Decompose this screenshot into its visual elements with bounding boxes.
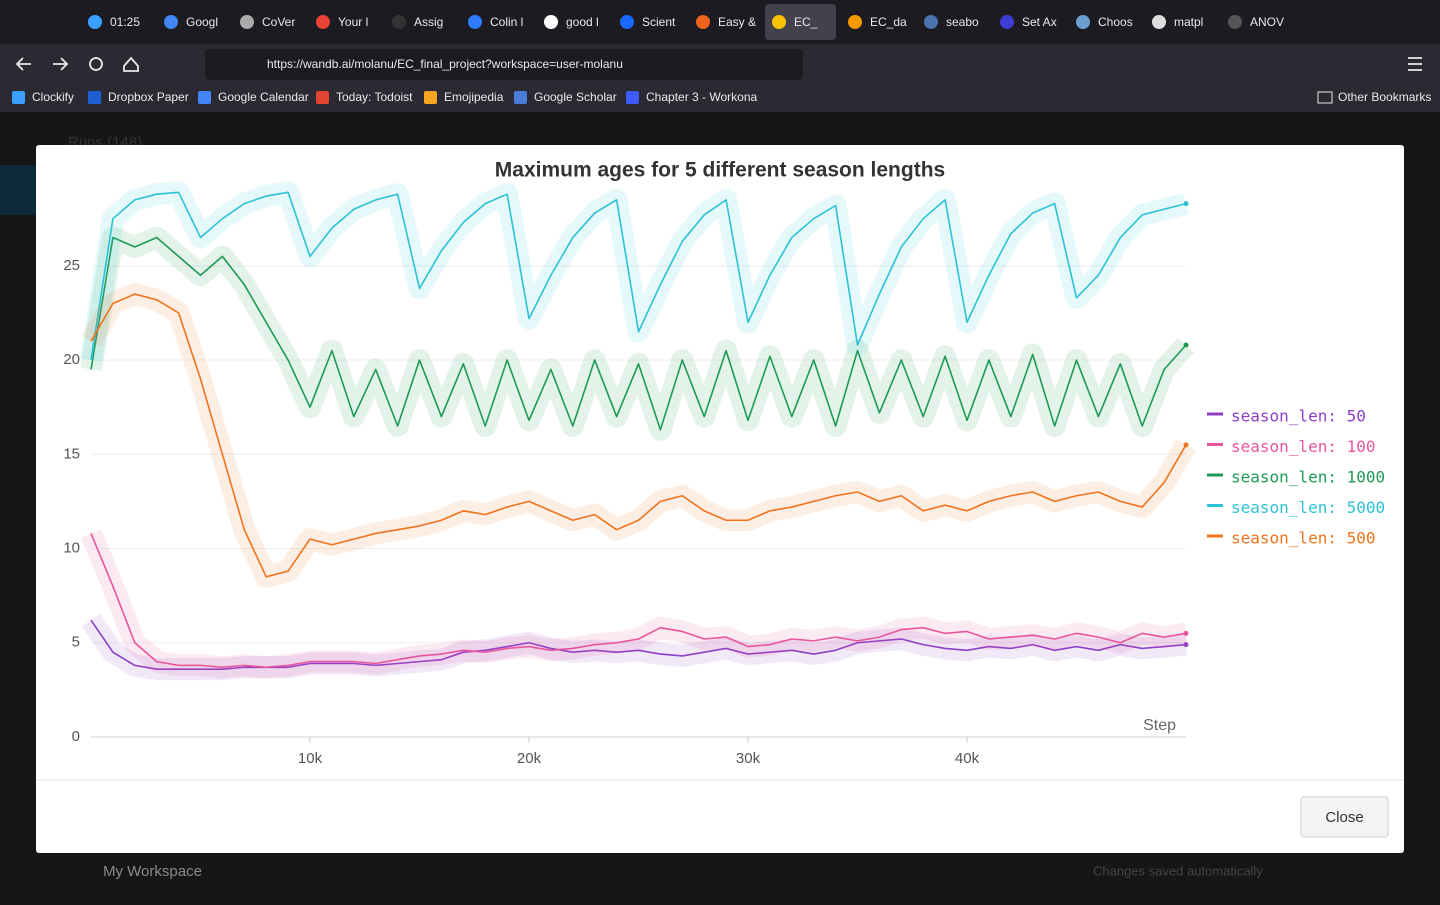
tab-icon bbox=[88, 15, 102, 29]
y-tick-label: 25 bbox=[63, 257, 80, 274]
tab-icon bbox=[1000, 15, 1014, 29]
series-line bbox=[90, 236, 1187, 431]
url-bar[interactable] bbox=[205, 49, 803, 80]
end-point bbox=[1183, 442, 1189, 448]
tab-icon bbox=[392, 15, 406, 29]
tab-icon bbox=[848, 15, 862, 29]
x-tick-label: 10k bbox=[298, 750, 323, 767]
tab-title[interactable]: Scient bbox=[642, 15, 676, 29]
folder-icon bbox=[1317, 91, 1333, 104]
bookmark[interactable]: Dropbox Paper bbox=[108, 90, 189, 104]
end-point bbox=[1183, 201, 1189, 207]
tab-title[interactable]: CoVer bbox=[262, 15, 295, 29]
y-tick-label: 5 bbox=[72, 634, 80, 651]
bookmark-icon bbox=[626, 91, 639, 104]
tab-title[interactable]: seabo bbox=[946, 15, 979, 29]
y-tick-label: 20 bbox=[63, 351, 80, 368]
legend-label[interactable]: season_len: 1000 bbox=[1231, 468, 1385, 487]
tab-title[interactable]: EC_ bbox=[794, 15, 818, 29]
legend-label[interactable]: season_len: 50 bbox=[1231, 407, 1366, 426]
bookmark[interactable]: Today: Todoist bbox=[336, 90, 413, 104]
bookmark[interactable]: Clockify bbox=[32, 90, 74, 104]
legend-label[interactable]: season_len: 500 bbox=[1231, 529, 1376, 548]
legend-label[interactable]: season_len: 5000 bbox=[1231, 498, 1385, 517]
close-button[interactable] bbox=[1300, 796, 1389, 838]
bookmark-icon bbox=[198, 91, 211, 104]
bookmarks-bar bbox=[0, 84, 1440, 112]
tab-icon bbox=[468, 15, 482, 29]
bookmark-icon bbox=[424, 91, 437, 104]
tab-title[interactable]: good l bbox=[566, 15, 599, 29]
tab-icon bbox=[240, 15, 254, 29]
bookmark-icon bbox=[514, 91, 527, 104]
bookmark[interactable]: Emojipedia bbox=[444, 90, 504, 104]
tab-title[interactable]: Set Ax bbox=[1022, 15, 1057, 29]
save-status: Changes saved automatically bbox=[1093, 863, 1263, 878]
tab-title[interactable]: Googl bbox=[186, 15, 218, 29]
tab-title[interactable]: EC_da bbox=[870, 15, 907, 29]
tab-title[interactable]: 01:25 bbox=[110, 15, 140, 29]
active-tab[interactable] bbox=[765, 4, 836, 40]
close-label[interactable]: Close bbox=[1325, 809, 1363, 826]
tab-title[interactable]: Assig bbox=[414, 15, 443, 29]
bookmark-icon bbox=[12, 91, 25, 104]
tab-icon bbox=[696, 15, 710, 29]
tab-title[interactable]: Your l bbox=[338, 15, 368, 29]
url[interactable]: https://wandb.ai/molanu/EC_final_project… bbox=[267, 57, 623, 71]
series-line bbox=[90, 533, 1187, 669]
tab-icon bbox=[316, 15, 330, 29]
sidebar-active bbox=[0, 165, 36, 215]
bookmark[interactable]: Google Scholar bbox=[534, 90, 617, 104]
tab-title[interactable]: Choos bbox=[1098, 15, 1133, 29]
bookmark-icon bbox=[316, 91, 329, 104]
series-line bbox=[90, 293, 1187, 578]
tab-title[interactable]: Easy & bbox=[718, 15, 756, 29]
tab-icon bbox=[1076, 15, 1090, 29]
x-tick-label: 20k bbox=[517, 750, 542, 767]
tab-icon bbox=[924, 15, 938, 29]
bookmark[interactable]: Other Bookmarks bbox=[1338, 90, 1431, 104]
workspace-name[interactable]: My Workspace bbox=[103, 863, 202, 880]
end-point bbox=[1183, 642, 1189, 648]
x-tick-label: 40k bbox=[955, 750, 980, 767]
legend-label[interactable]: season_len: 100 bbox=[1231, 437, 1376, 456]
x-axis-label: Step bbox=[1143, 717, 1176, 734]
tab-icon bbox=[1228, 15, 1242, 29]
end-point bbox=[1183, 630, 1189, 636]
tab-icon bbox=[772, 15, 786, 29]
x-tick-label: 30k bbox=[736, 750, 761, 767]
y-tick-label: 10 bbox=[63, 539, 80, 556]
tab-icon bbox=[1152, 15, 1166, 29]
modal bbox=[36, 145, 1404, 853]
bookmark-icon bbox=[88, 91, 101, 104]
tab-title[interactable]: Colin l bbox=[490, 15, 523, 29]
tab-icon bbox=[164, 15, 178, 29]
y-tick-label: 15 bbox=[63, 445, 80, 462]
chart-title: Maximum ages for 5 different season leng… bbox=[495, 159, 945, 182]
end-point bbox=[1183, 342, 1189, 348]
bookmark[interactable]: Google Calendar bbox=[218, 90, 309, 104]
tab-icon bbox=[544, 15, 558, 29]
series-line bbox=[90, 191, 1187, 361]
nav-icons bbox=[15, 56, 1422, 72]
tab-title[interactable]: ANOV bbox=[1250, 15, 1284, 29]
tab-title[interactable]: matpl bbox=[1174, 15, 1203, 29]
bookmark[interactable]: Chapter 3 - Workona bbox=[646, 90, 757, 104]
y-tick-label: 0 bbox=[72, 728, 80, 745]
tab-icon bbox=[620, 15, 634, 29]
